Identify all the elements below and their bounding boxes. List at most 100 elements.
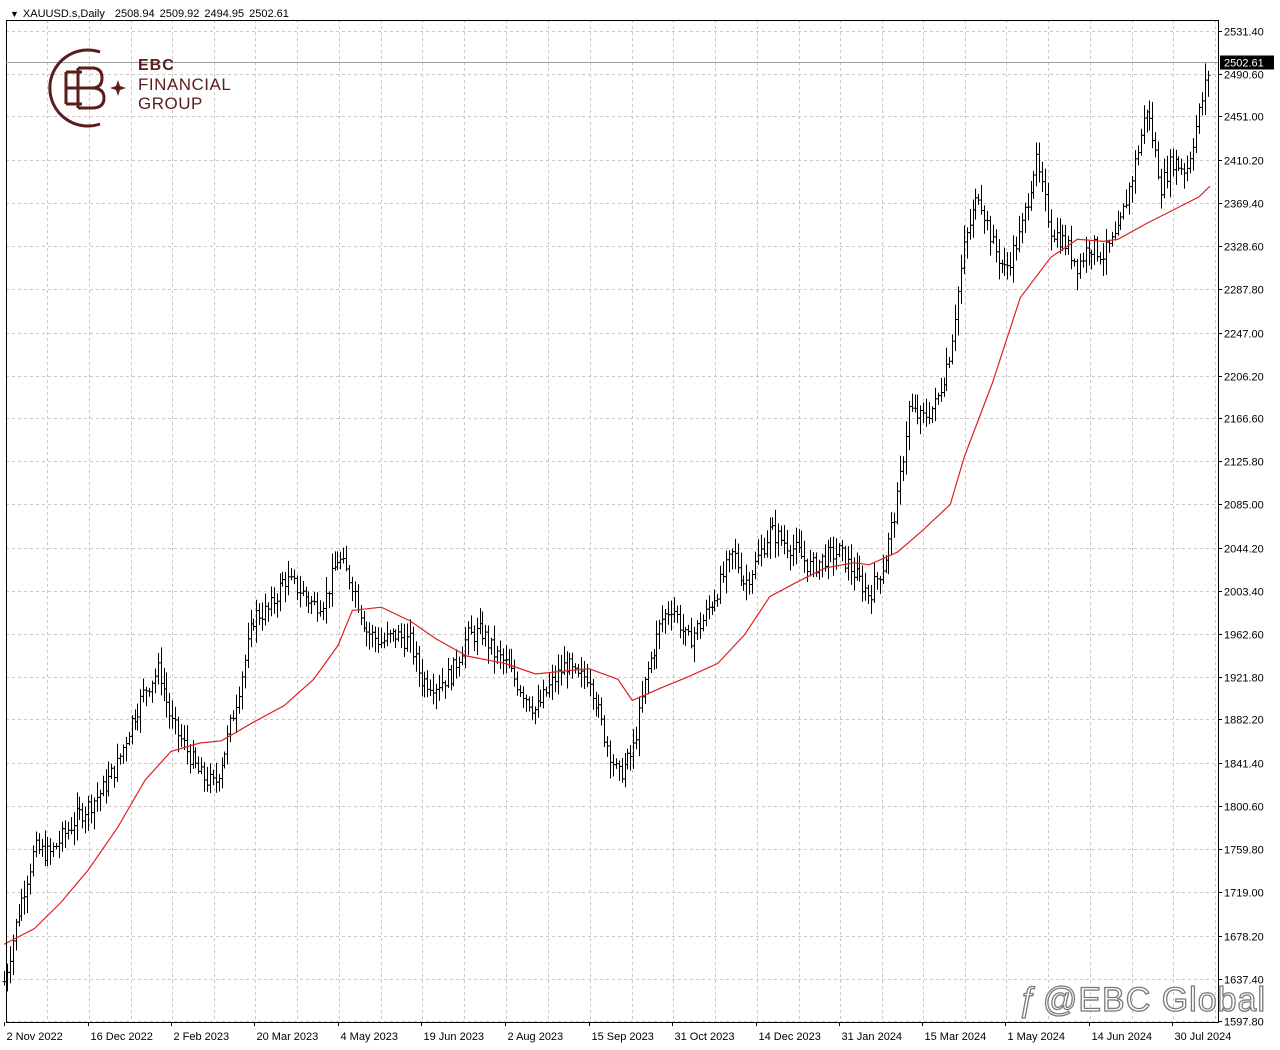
- ohlc-bar: [396, 625, 401, 642]
- ohlc-bar: [904, 421, 909, 475]
- ohlc-bar: [715, 593, 720, 607]
- ohlc-bar: [579, 656, 584, 688]
- ohlc-bar: [275, 593, 280, 618]
- ohlc-bar: [188, 744, 193, 774]
- ohlc-bar: [727, 550, 732, 573]
- ohlc-bar: [576, 664, 581, 678]
- ohlc-bar: [1002, 247, 1007, 277]
- ohlc-bar: [115, 743, 120, 782]
- ohlc-bar: [1116, 210, 1121, 236]
- ohlc-bar: [773, 509, 778, 558]
- ohlc-bar: [454, 649, 459, 679]
- ohlc-bar: [550, 664, 555, 700]
- ohlc-bar: [173, 706, 178, 735]
- ohlc-bar: [37, 833, 42, 854]
- ohlc-bar: [344, 545, 349, 572]
- ohlc-bar: [750, 570, 755, 594]
- ohlc-bar: [478, 608, 483, 635]
- ohlc-bar: [333, 551, 338, 571]
- ohlc-bar: [153, 668, 158, 694]
- ohlc-bar: [939, 377, 944, 402]
- ohlc-bar: [417, 645, 422, 687]
- ohlc-bar: [591, 679, 596, 710]
- ohlc-bar: [1194, 115, 1199, 154]
- x-tick-label: 1 May 2024: [1008, 1031, 1065, 1043]
- x-tick-label: 31 Oct 2023: [675, 1031, 735, 1043]
- dropdown-triangle-icon[interactable]: ▼: [10, 9, 19, 19]
- ohlc-bar: [950, 334, 955, 365]
- ohlc-bar: [425, 670, 430, 698]
- ohlc-bar: [710, 601, 715, 616]
- ohlc-bar: [295, 575, 300, 601]
- ohlc-bar: [605, 736, 610, 757]
- ohlc-bar: [1011, 235, 1016, 283]
- ohlc-bar: [944, 347, 949, 392]
- ohlc-bar: [678, 605, 683, 639]
- ohlc-bar: [234, 694, 239, 734]
- ohlc-bar: [1139, 128, 1144, 156]
- ohlc-bar: [208, 763, 213, 794]
- ohlc-bar: [14, 918, 19, 951]
- ohlc-bar: [788, 544, 793, 571]
- chart-frame: [6, 20, 1219, 1023]
- ohlc-bar: [721, 561, 726, 583]
- ohlc-bar: [1049, 209, 1054, 251]
- x-tick-label: 2 Aug 2023: [508, 1031, 564, 1043]
- ohlc-bar: [428, 679, 433, 697]
- ohlc-bar: [718, 565, 723, 604]
- ohlc-bar: [866, 584, 871, 605]
- current-price-label: 2502.61: [1224, 58, 1264, 70]
- ohlc-bar: [988, 215, 993, 256]
- ohlc-bar: [144, 686, 149, 707]
- ohlc-bar: [469, 615, 474, 635]
- ohlc-bar: [457, 656, 462, 677]
- ohlc-bar: [260, 602, 265, 631]
- ohlc-bar: [370, 624, 375, 648]
- ohlc-bar: [75, 792, 80, 841]
- ohlc-bar: [373, 626, 378, 653]
- ohlc-bar: [1171, 148, 1176, 177]
- ohlc-bar: [359, 605, 364, 626]
- ohlc-bar: [724, 550, 729, 594]
- ohlc-bar: [1130, 175, 1135, 203]
- ohlc-bar: [857, 555, 862, 582]
- ohlc-bar: [1098, 251, 1103, 265]
- ohlc-bar: [1084, 236, 1089, 273]
- ohlc-bar: [521, 686, 526, 708]
- ohlc-bar: [901, 456, 906, 482]
- ohlc-bar: [472, 625, 477, 652]
- ohlc-bar: [973, 188, 978, 220]
- ohlc-bar: [263, 593, 268, 626]
- ohlc-bar: [1174, 149, 1179, 185]
- ohlc-bar: [556, 654, 561, 695]
- ohlc-bar: [553, 665, 558, 693]
- y-tick-label: 2166.60: [1224, 414, 1264, 426]
- ohlc-bar: [1078, 253, 1083, 279]
- ohlc-bar: [89, 794, 94, 824]
- ohlc-bar: [686, 624, 691, 636]
- ohlc-bar: [411, 626, 416, 665]
- ohlc-bar: [863, 572, 868, 601]
- ohlc-bar: [225, 725, 230, 765]
- ohlc-bar: [701, 614, 706, 632]
- ohlc-bar: [1168, 149, 1173, 198]
- ohlc-bar: [791, 534, 796, 567]
- current-price-tag-bg: [1220, 55, 1274, 70]
- ohlc-bar: [689, 617, 694, 649]
- ohlc-bar: [202, 762, 207, 792]
- ohlc-bar: [736, 543, 741, 574]
- ohlc-bar: [959, 254, 964, 305]
- ohlc-bar: [1081, 252, 1086, 268]
- ohlc-bar: [362, 611, 367, 632]
- ohlc-bar: [356, 584, 361, 613]
- moving-average: [3, 185, 1211, 945]
- ohlc-bar: [515, 671, 520, 696]
- ohlc-bar: [628, 745, 633, 771]
- y-tick-label: 2003.40: [1224, 587, 1264, 599]
- open-value: 2508.94: [114, 8, 155, 20]
- ohlc-bar: [304, 586, 309, 607]
- ohlc-bar: [408, 619, 413, 653]
- y-tick-label: 2531.40: [1224, 27, 1264, 39]
- ohlc-bar: [785, 529, 790, 559]
